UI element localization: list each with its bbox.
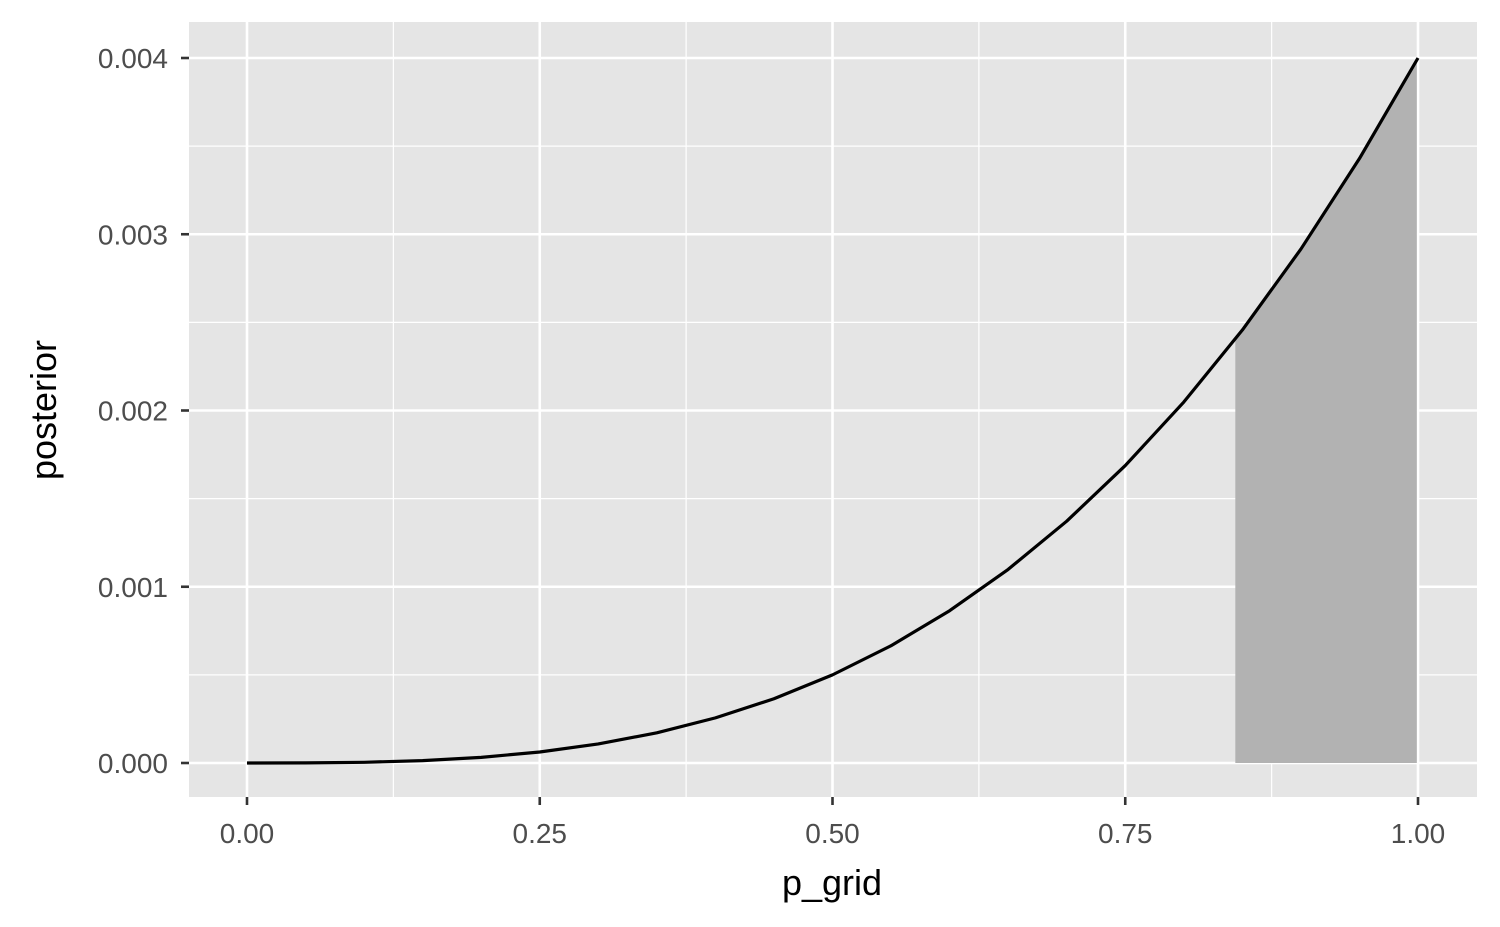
- x-axis-ticks: 0.00 0.25 0.50 0.75 1.00: [220, 797, 1446, 849]
- y-axis-ticks: 0.000 0.001 0.002 0.003 0.004: [98, 43, 189, 779]
- x-tick-label: 0.25: [513, 818, 568, 849]
- y-tick-label: 0.000: [98, 748, 168, 779]
- x-tick-label: 0.50: [805, 818, 860, 849]
- y-tick-label: 0.002: [98, 396, 168, 427]
- x-tick-label: 0.75: [1098, 818, 1153, 849]
- posterior-curve: [246, 57, 1420, 765]
- x-tick-label: 0.00: [220, 818, 275, 849]
- grid-major: [189, 22, 1477, 797]
- y-tick-label: 0.003: [98, 219, 168, 250]
- x-tick-label: 1.00: [1391, 818, 1446, 849]
- shaded-area: [1235, 60, 1417, 763]
- y-axis-title: posterior: [23, 340, 64, 480]
- y-tick-label: 0.004: [98, 43, 168, 74]
- x-axis-title: p_grid: [782, 862, 882, 903]
- y-tick-label: 0.001: [98, 572, 168, 603]
